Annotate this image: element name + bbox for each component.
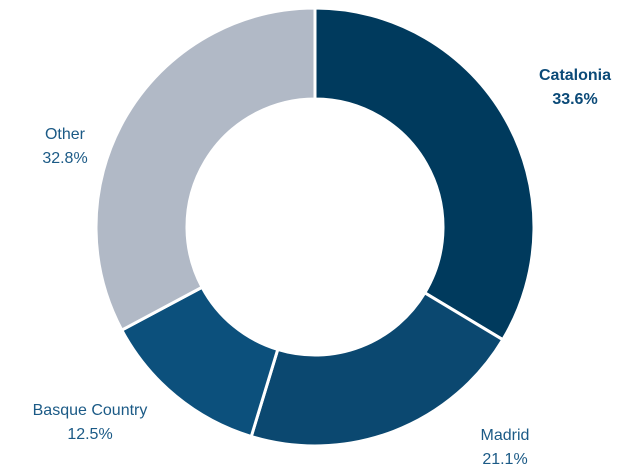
slice-label: Other <box>45 126 86 143</box>
donut-slice <box>249 290 505 448</box>
slice-value-label: 12.5% <box>67 426 112 443</box>
slice-label: Catalonia <box>539 67 611 84</box>
donut-slice <box>313 6 536 342</box>
slice-label: Madrid <box>481 427 530 444</box>
donut-slice <box>94 6 317 333</box>
slice-value-label: 32.8% <box>42 150 87 167</box>
slice-value-label: 33.6% <box>552 91 597 108</box>
slice-label: Basque Country <box>33 402 148 419</box>
slice-value-label: 21.1% <box>482 451 527 468</box>
